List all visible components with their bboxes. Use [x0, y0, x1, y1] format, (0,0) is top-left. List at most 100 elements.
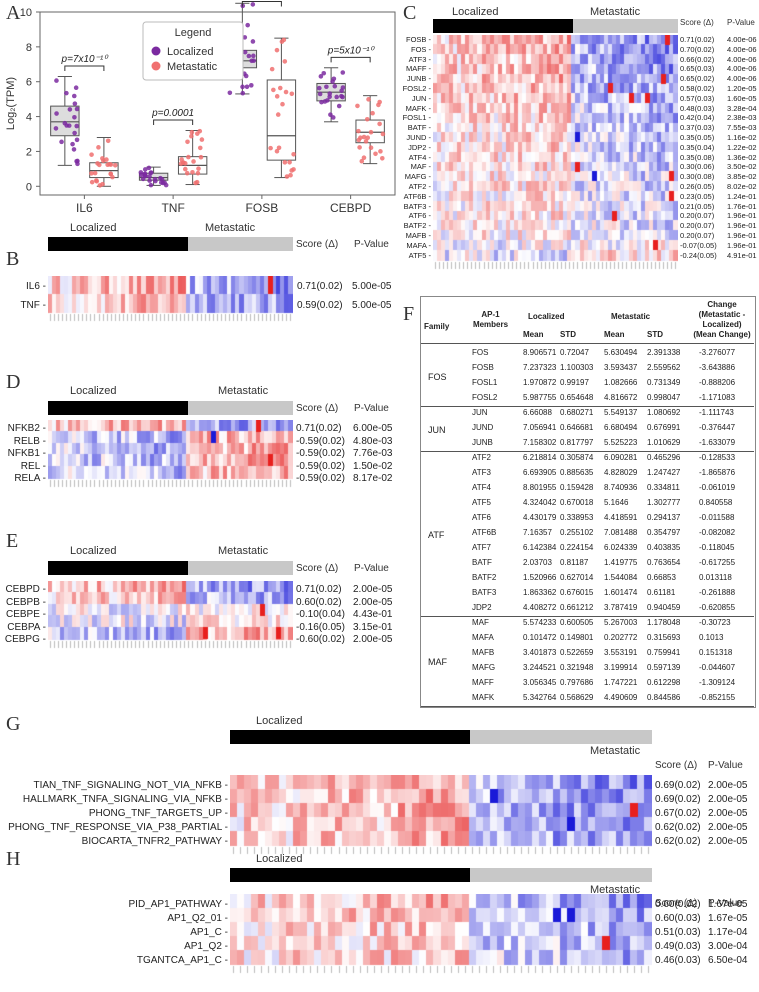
row-score: 0.23(0.05) — [680, 191, 715, 201]
table-divider — [420, 451, 754, 452]
data-point — [319, 99, 324, 105]
table-cell: 8.801955 — [523, 483, 557, 492]
data-point — [196, 166, 201, 171]
table-cell: 0.759941 — [647, 648, 681, 657]
data-point — [142, 167, 148, 172]
sig-bracket — [153, 119, 194, 126]
data-point — [280, 101, 285, 107]
table-cell: 7.056941 — [523, 423, 557, 432]
localized-label: Localized — [256, 853, 303, 865]
data-point — [277, 85, 283, 91]
data-point — [148, 170, 154, 176]
table-cell: 0.885635 — [560, 468, 594, 477]
score-header: Score (Δ) — [655, 898, 698, 909]
data-point — [274, 94, 280, 99]
table-cell: 0.101472 — [523, 633, 557, 642]
table-cell: 0.998047 — [647, 393, 681, 402]
table-cell: 0.597139 — [647, 663, 681, 672]
members-header: AP-1 Members — [472, 310, 509, 329]
table-cell: 0.149801 — [560, 633, 594, 642]
table-cell: 0.255102 — [560, 528, 594, 537]
data-point — [242, 49, 248, 55]
localized-label: Localized — [70, 385, 117, 397]
data-point — [191, 159, 196, 164]
table-cell: -0.118045 — [699, 543, 735, 552]
row-label: NFKB2 - — [7, 423, 46, 434]
row-score: 0.71(0.02) — [296, 423, 342, 434]
table-cell: 0.403835 — [647, 543, 681, 552]
row-score: 0.21(0.05) — [680, 201, 715, 211]
row-score: 0.20(0.07) — [680, 221, 715, 231]
table-cell: -0.011588 — [699, 513, 735, 522]
data-point — [182, 161, 188, 166]
table-cell: -0.888206 — [699, 378, 736, 387]
metastatic-bar — [188, 237, 293, 251]
data-point — [92, 170, 98, 176]
metastatic-label: Metastatic — [590, 884, 641, 896]
table-cell: -0.261888 — [699, 588, 736, 597]
table-cell: 7.158302 — [523, 438, 557, 447]
heatmap-g — [230, 775, 652, 855]
data-point — [189, 133, 194, 139]
metastatic-bar — [470, 868, 652, 882]
table-cell: -1.171083 — [699, 393, 736, 402]
x-tick-label: FOSB — [246, 201, 279, 215]
table-cell: 1.970872 — [523, 378, 557, 387]
heatmap-b — [48, 276, 293, 322]
table-cell: -1.865876 — [699, 468, 736, 477]
localized-label: Localized — [70, 545, 117, 557]
table-cell: 5.342764 — [523, 693, 557, 702]
row-label: CEBPD - — [5, 584, 46, 595]
row-score: -0.10(0.04) — [296, 609, 345, 620]
row-score: 0.71(0.02) — [296, 584, 342, 595]
row-label: AP1_C - — [190, 927, 228, 938]
data-point — [274, 148, 280, 154]
sig-annotation: p=7x10⁻¹⁰ — [61, 54, 110, 65]
row-score: 0.35(0.04) — [680, 142, 715, 152]
row-pvalue: 1.22e-02 — [727, 142, 757, 152]
row-label: ATF6 - — [408, 211, 431, 221]
row-pvalue: 3.00e-04 — [708, 941, 748, 952]
table-cell: 6.090281 — [604, 453, 638, 462]
y-tick-label: 4 — [26, 112, 32, 124]
row-pvalue: 4.00e-06 — [727, 54, 757, 64]
row-pvalue: 3.50e-02 — [727, 162, 757, 172]
table-cell: 0.305874 — [560, 453, 594, 462]
metastatic-bar — [470, 730, 652, 744]
data-point — [74, 106, 80, 112]
data-point — [138, 172, 144, 178]
row-score: 0.60(0.02) — [296, 596, 342, 608]
family-header: Family — [424, 322, 450, 331]
row-score: 0.20(0.07) — [680, 231, 715, 240]
row-pvalue: 1.36e-02 — [727, 152, 757, 162]
data-point — [251, 53, 256, 59]
row-label: BATF - — [407, 123, 431, 133]
table-cell: JUNB — [472, 438, 493, 447]
row-score: 0.42(0.04) — [680, 113, 715, 123]
data-point — [359, 158, 365, 164]
table-cell: MAFB — [472, 648, 495, 657]
heatmap-h — [230, 894, 652, 974]
table-cell: 5.549137 — [604, 408, 638, 417]
table-cell: 1.601474 — [604, 588, 638, 597]
row-pvalue: 1.67e-05 — [708, 913, 748, 924]
row-label: AP1_Q2_01 - — [167, 913, 228, 924]
row-pvalue: 4.91e-01 — [727, 250, 757, 260]
row-label: RELA - — [14, 473, 46, 484]
panel-label-a: A — [6, 2, 21, 24]
row-score: 0.65(0.02) — [680, 74, 715, 84]
row-label: JUND - — [406, 133, 431, 142]
row-pvalue: 8.02e-02 — [727, 182, 757, 191]
data-point — [100, 156, 105, 161]
pvalue-header: P-Value — [354, 239, 389, 250]
row-label: BATF2 - — [403, 221, 431, 231]
table-cell: 5.525223 — [604, 438, 638, 447]
y-tick-label: 10 — [20, 7, 32, 19]
row-score: -0.07(0.05) — [680, 240, 717, 250]
legend-marker — [151, 61, 161, 71]
table-cell: 6.218814 — [523, 453, 557, 462]
data-point — [100, 181, 105, 187]
row-pvalue: 2.00e-05 — [708, 794, 748, 805]
data-point — [276, 145, 282, 151]
row-label: NFKB1 - — [7, 448, 46, 459]
